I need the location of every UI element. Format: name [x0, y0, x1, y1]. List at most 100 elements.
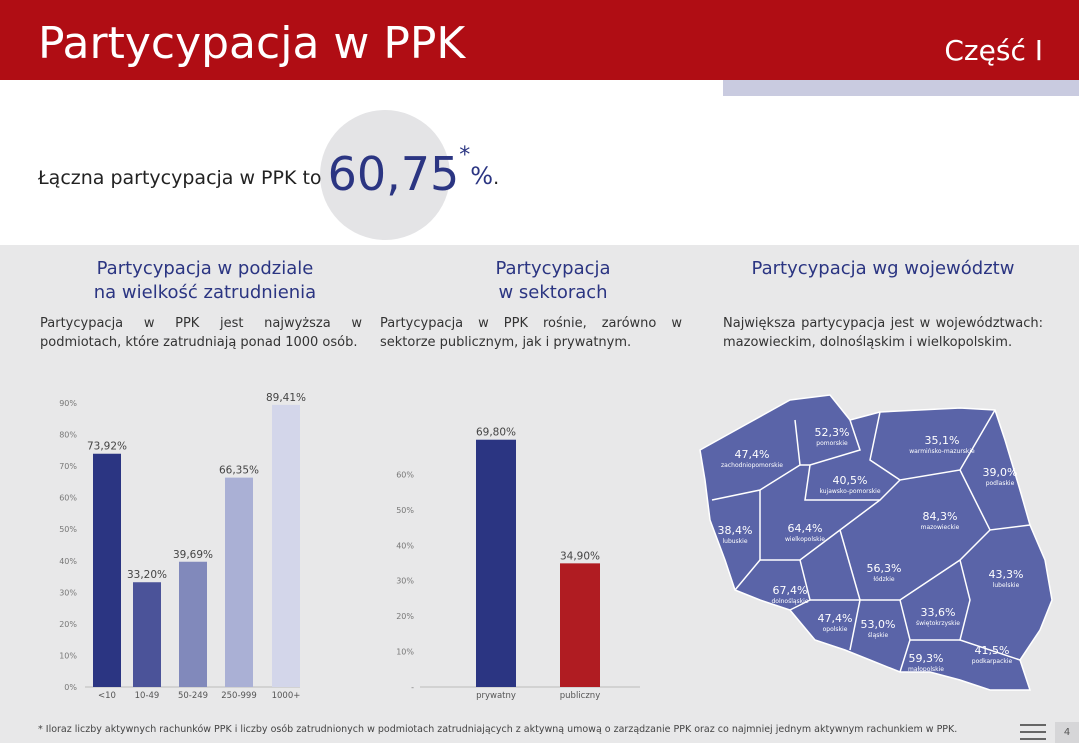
value-label: 34,90% [560, 550, 600, 562]
region-name: śląskie [868, 632, 889, 639]
bar [179, 561, 207, 687]
region-value: 67,4% [773, 584, 808, 597]
bar [93, 453, 121, 687]
region-name: mazowieckie [921, 524, 960, 531]
y-tick-label: 20% [59, 620, 77, 629]
menu-icon [1020, 731, 1046, 733]
page-title: Partycypacja w PPK [38, 18, 466, 69]
y-tick-label: 90% [59, 399, 77, 408]
y-tick-label: 0% [64, 683, 77, 692]
bar [272, 404, 300, 687]
region-name: zachodniopomorskie [721, 462, 783, 469]
region-name: małopolskie [908, 666, 944, 673]
menu-icon [1020, 738, 1046, 740]
value-label: 66,35% [219, 465, 259, 477]
section-text: Partycypacja w PPK rośnie, zarówno w sek… [380, 316, 682, 350]
region-name: kujawsko-pomorskie [819, 488, 880, 495]
section-heading: Partycypacja w podziale na wielkość zatr… [40, 257, 370, 305]
page-number: 4 [1055, 722, 1079, 743]
value-label: 89,41% [266, 392, 306, 404]
section-heading: Partycypacja w sektorach [380, 257, 726, 305]
y-tick-label: 30% [396, 577, 414, 586]
section-heading: Partycypacja wg województw [723, 257, 1043, 281]
region-value: 47,4% [818, 612, 853, 625]
y-tick-label: 60% [396, 470, 414, 479]
x-tick-label: 50-249 [178, 691, 208, 701]
region-value: 64,4% [788, 522, 823, 535]
region-value: 56,3% [867, 562, 902, 575]
region-value: 47,4% [735, 448, 770, 461]
bar [225, 477, 253, 687]
bar [560, 563, 600, 687]
region-name: pomorskie [816, 440, 848, 447]
region-name: podkarpackie [972, 658, 1013, 665]
region-name: warmińsko-mazurskie [909, 448, 975, 455]
x-tick-label: 250-999 [221, 691, 257, 701]
bar [133, 582, 161, 687]
heading-line: Partycypacja wg województw [751, 258, 1015, 279]
map-outline [699, 394, 1053, 691]
region-name: podlaskie [986, 480, 1015, 487]
region-value: 41,5% [975, 644, 1010, 657]
asterisk: * [459, 143, 471, 168]
part-label: Część I [944, 34, 1043, 67]
y-tick-label: - [411, 683, 414, 692]
y-tick-label: 40% [396, 541, 414, 550]
highlight-circle [320, 110, 450, 240]
y-tick-label: 40% [59, 557, 77, 566]
map-borders [711, 409, 1031, 673]
x-tick-label: 10-49 [135, 691, 160, 701]
menu-icon [1020, 724, 1046, 726]
headline: Łączna partycypacja w PPK to 60,75*%. [38, 143, 499, 201]
unit: % [470, 162, 494, 190]
region-name: dolnośląskie [771, 598, 808, 605]
period: . [493, 167, 500, 189]
region-name: świętokrzyskie [916, 620, 960, 627]
stripe [723, 80, 1079, 96]
value-label: 69,80% [476, 427, 516, 439]
headline-text: Łączna partycypacja w PPK to [38, 167, 322, 189]
region-name: łódzkie [873, 576, 894, 583]
section-text: Partycypacja w PPK jest najwyższa w podm… [40, 316, 362, 350]
region-name: lubelskie [993, 582, 1020, 589]
y-tick-label: 50% [396, 506, 414, 515]
value-label: 33,20% [127, 569, 167, 581]
footnote: * Iloraz liczby aktywnych rachunków PPK … [38, 724, 958, 735]
region-value: 53,0% [861, 618, 896, 631]
bar [476, 439, 516, 687]
region-name: opolskie [823, 626, 848, 633]
header-band [0, 0, 1079, 80]
value-label: 39,69% [173, 549, 213, 561]
y-tick-label: 30% [59, 588, 77, 597]
region-value: 40,5% [833, 474, 868, 487]
y-tick-label: 10% [59, 651, 77, 660]
y-tick-label: 10% [396, 648, 414, 657]
region-value: 43,3% [989, 568, 1024, 581]
y-tick-label: 50% [59, 525, 77, 534]
x-tick-label: 1000+ [272, 691, 301, 701]
y-tick-label: 80% [59, 431, 77, 440]
region-value: 35,1% [925, 434, 960, 447]
heading-line: Partycypacja w podziale [96, 258, 314, 279]
region-name: wielkopolskie [785, 536, 825, 543]
section-text: Największa partycypacja jest w województ… [723, 316, 1043, 350]
headline-value: 60,75 [327, 147, 460, 201]
region-value: 84,3% [923, 510, 958, 523]
value-label: 73,92% [87, 441, 127, 453]
heading-line: Partycypacja [495, 258, 611, 279]
x-tick-label: publiczny [560, 691, 600, 701]
region-value: 38,4% [718, 524, 753, 537]
y-tick-label: 70% [59, 462, 77, 471]
y-tick-label: 20% [396, 612, 414, 621]
heading-line: w sektorach [498, 282, 608, 303]
region-value: 39,0% [983, 466, 1018, 479]
x-tick-label: <10 [98, 691, 116, 701]
x-tick-label: prywatny [476, 691, 516, 701]
heading-line: na wielkość zatrudnienia [93, 282, 317, 303]
region-value: 52,3% [815, 426, 850, 439]
region-value: 59,3% [909, 652, 944, 665]
region-name: lubuskie [722, 538, 747, 545]
region-value: 33,6% [921, 606, 956, 619]
